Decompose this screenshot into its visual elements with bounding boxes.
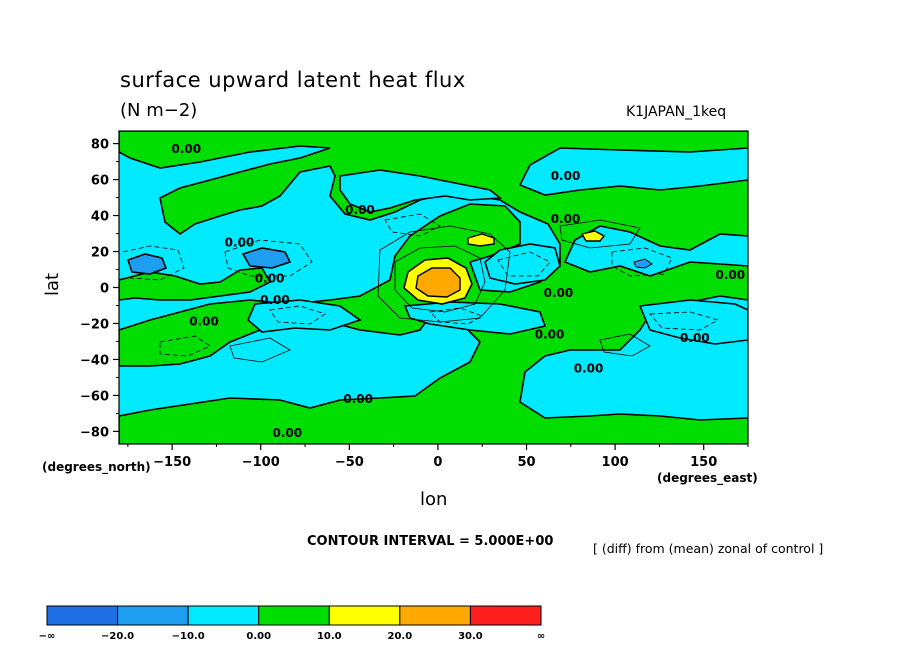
dashed-contour-3 <box>497 251 551 277</box>
dashed-contour-9 <box>159 335 211 357</box>
x-tick-label: −100 <box>242 455 280 470</box>
positive-region-sw <box>119 267 272 301</box>
dashed-contour-4 <box>611 247 673 277</box>
dashed-contour-1 <box>122 245 185 281</box>
colorbar-segment <box>328 605 401 626</box>
colorbar-label: ∞ <box>537 631 545 642</box>
dashed-contour-2 <box>224 239 313 277</box>
colorbar-label: 10.0 <box>317 631 342 642</box>
negative-pocket-southeast <box>638 299 748 345</box>
x-tick-label: 150 <box>690 455 717 470</box>
y-tick-label: −80 <box>80 425 109 440</box>
y-tick-label: −60 <box>80 389 109 404</box>
contour-labels: 0.00 0.00 0.00 0.00 0.00 0.00 0.00 0.00 0.00 0.00… <box>172 142 746 440</box>
y-tick-label: 60 <box>91 174 109 189</box>
chart-title: surface upward latent heat flux <box>120 68 466 92</box>
negative-pocket-eastern-pacific <box>484 243 561 285</box>
y-tick-label: 40 <box>91 210 109 225</box>
contour-label: 0.00 <box>260 293 290 307</box>
colorbar-label: 0.00 <box>246 631 271 642</box>
colorbar-segment <box>469 605 542 626</box>
colorbar-segment <box>117 605 189 626</box>
contour-label: 0.00 <box>551 212 581 226</box>
colorbar-segment <box>258 605 330 626</box>
x-tick-label: 0 <box>433 455 442 470</box>
contour-label: 0.00 <box>544 286 574 300</box>
colorbar-segment <box>399 605 471 626</box>
contour-label: 0.00 <box>715 268 745 282</box>
contour-label: 0.00 <box>255 272 285 286</box>
contour-fill-layer <box>119 131 748 444</box>
x-axis-label: lon <box>420 489 448 510</box>
colorbar-label: −∞ <box>39 631 56 642</box>
y-tick-label: −20 <box>80 317 109 332</box>
contour-label: 0.00 <box>551 169 581 183</box>
strong-negative-east <box>633 258 653 269</box>
diff-note: [ (diff) from (mean) zonal of control ] <box>593 541 824 556</box>
strong-negative-west2 <box>241 247 292 269</box>
colorbar-label: −10.0 <box>172 631 205 642</box>
colorbar-label: −20.0 <box>101 631 134 642</box>
contour-label: 0.00 <box>172 142 202 156</box>
colorbar-segment <box>46 605 119 626</box>
y-tick-label: 0 <box>100 282 109 297</box>
contour-line-green-1 <box>559 219 641 249</box>
negative-pocket-southwest <box>247 299 362 333</box>
x-tick-label: 50 <box>517 455 535 470</box>
positive-max-ne-10 <box>580 230 606 242</box>
y-tick-label: −40 <box>80 353 109 368</box>
colorbar: −∞ −20.0 −10.0 0.00 10.0 20.0 30.0 ∞ <box>39 605 545 642</box>
colorbar-label: 20.0 <box>388 631 413 642</box>
contour-label: 0.00 <box>680 331 710 345</box>
dashed-contour-6 <box>269 305 326 325</box>
y-axis-unit: (degrees_north) <box>42 460 151 474</box>
contour-label: 0.00 <box>343 392 373 406</box>
negative-pocket-south-central <box>403 301 547 335</box>
contour-interval: CONTOUR INTERVAL = 5.000E+00 <box>307 534 554 549</box>
chart-units: (N m−2) <box>120 100 198 121</box>
strong-negative-west <box>126 253 168 275</box>
x-tick-label: −50 <box>335 455 364 470</box>
contour-line-inner <box>394 245 486 313</box>
colorbar-label: 30.0 <box>458 631 483 642</box>
contour-label: 0.00 <box>574 361 604 375</box>
negative-pocket-central-north <box>339 169 503 213</box>
y-tick-label: 20 <box>91 246 109 261</box>
contour-label: 0.00 <box>225 236 255 250</box>
contour-label: 0.00 <box>189 315 219 329</box>
colorbar-segment <box>187 605 260 626</box>
positive-max-center-20 <box>415 267 461 298</box>
dashed-contour-8 <box>649 311 720 331</box>
contour-line-green-3 <box>229 337 291 363</box>
y-axis: 80 60 40 20 0 −20 −40 −60 −80 <box>80 138 119 440</box>
x-tick-label: −150 <box>153 455 191 470</box>
x-axis-unit: (degrees_east) <box>657 471 758 485</box>
positive-max-north-10 <box>467 233 495 247</box>
contour-line-inner2 <box>377 225 511 323</box>
x-tick-label: 100 <box>602 455 629 470</box>
run-id: K1JAPAN_1keq <box>626 104 727 120</box>
contour-line-green-2 <box>599 333 651 357</box>
y-tick-label: 80 <box>91 138 109 153</box>
dashed-contour-7 <box>429 307 483 325</box>
contour-label: 0.00 <box>535 327 565 341</box>
x-axis: −150 −100 −50 0 50 100 150 <box>127 444 749 470</box>
contour-label: 0.00 <box>345 203 375 217</box>
contour-label: 0.00 <box>273 426 303 440</box>
